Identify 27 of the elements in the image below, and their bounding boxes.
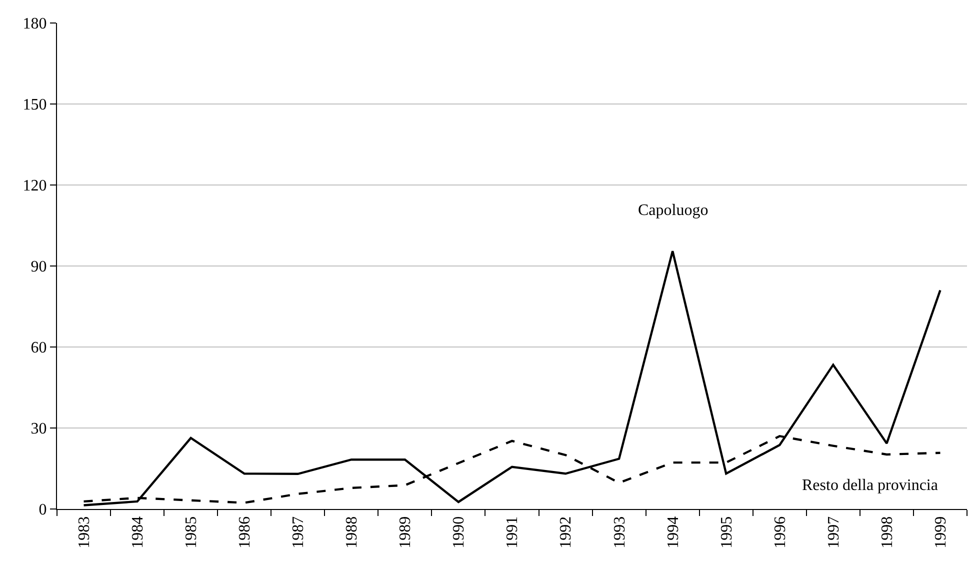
x-tick-label: 1986	[236, 516, 254, 548]
x-tick-label: 1984	[129, 516, 146, 548]
x-tick-label: 1983	[76, 516, 93, 548]
x-tick-label: 1987	[290, 516, 308, 548]
x-tick-label: 1995	[718, 516, 736, 548]
x-tick-label: 1996	[772, 516, 789, 548]
text: Capoluogo	[638, 202, 708, 219]
y-tick-label: 90	[30, 258, 47, 276]
x-tick-label: 1985	[183, 516, 200, 548]
y-tick-label: 120	[22, 178, 47, 195]
y-tick-label: 0	[38, 502, 47, 519]
x-tick-label: 1998	[878, 516, 896, 548]
y-tick-label: 150	[22, 96, 47, 114]
x-tick-label: 1994	[664, 516, 682, 548]
y-tick-label: 60	[30, 340, 47, 357]
x-tick-label: 1993	[611, 516, 628, 548]
series-label: Resto della provincia	[802, 477, 938, 494]
x-tick-label: 1990	[450, 516, 468, 548]
x-tick-label: 1989	[397, 516, 414, 548]
x-tick-label: 1997	[825, 516, 842, 548]
x-tick-label: 1991	[504, 516, 522, 548]
y-tick-label: 30	[30, 420, 47, 438]
x-tick-label: 1988	[344, 516, 361, 548]
line-series	[82, 250, 942, 506]
x-tick-label: 1992	[558, 516, 575, 548]
x-tick-label: 1999	[932, 516, 950, 548]
y-tick-label: 180	[22, 16, 47, 33]
